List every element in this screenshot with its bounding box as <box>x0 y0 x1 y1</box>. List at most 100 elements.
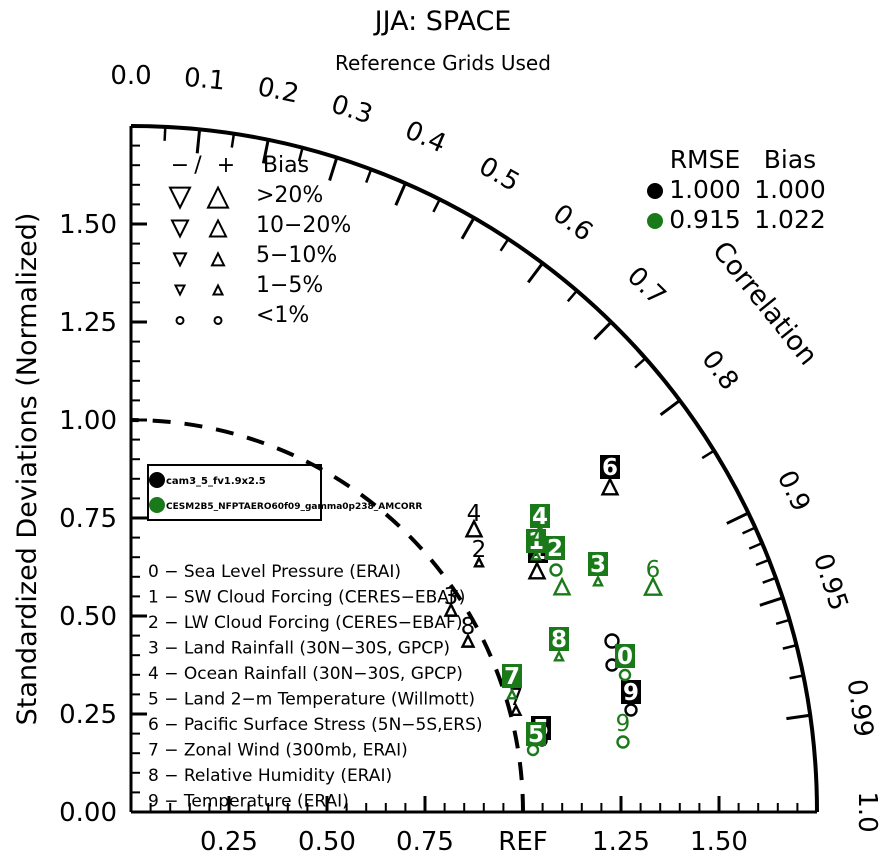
model-legend-box <box>147 464 322 521</box>
correlation-tick <box>261 139 270 164</box>
correlation-tick <box>297 147 304 162</box>
correlation-tick <box>789 674 804 680</box>
correlation-tick <box>230 133 236 148</box>
data-point-triangle-up <box>530 548 542 561</box>
correlation-tick-label: 0.5 <box>474 151 525 198</box>
model-legend-label: CESM2B5_NFPTAERO60f09_gamma0p238_AMCORR <box>166 502 422 512</box>
bias-triangle-down-icon <box>172 252 188 268</box>
variable-legend-item: 6 − Pacific Surface Stress (5N−5S,ERS) <box>148 715 483 735</box>
correlation-tick <box>593 321 613 341</box>
correlation-tick-label: 0.4 <box>400 115 450 159</box>
data-point-badge <box>600 455 620 479</box>
data-point-triangle-up <box>553 649 565 662</box>
correlation-tick <box>762 576 777 584</box>
variable-legend-item: 3 − Land Rainfall (30N−30S, GPCP) <box>148 639 450 659</box>
data-point-triangle-up <box>592 574 604 587</box>
correlation-tick <box>759 596 784 607</box>
data-point-label: 2 <box>472 537 487 563</box>
data-point-label: 7 <box>504 664 520 690</box>
correlation-tick <box>755 558 770 567</box>
correlation-tick <box>634 357 647 369</box>
x-tick-label: 0.50 <box>298 827 356 854</box>
bias-triangle-down-icon <box>170 219 190 239</box>
data-point-triangle-up <box>531 523 549 542</box>
y-axis-title: Standardized Deviations (Normalized) <box>12 213 43 726</box>
y-tick-label: 0.50 <box>59 602 117 632</box>
outer-arc <box>130 124 819 813</box>
y-tick-label: 0.00 <box>59 798 117 828</box>
correlation-tick-label: 0.7 <box>621 261 672 311</box>
data-point-label: 9 <box>616 711 631 737</box>
rmse-legend-dot <box>647 183 663 199</box>
model-legend-dot <box>149 497 165 513</box>
data-point-triangle-up <box>506 687 518 700</box>
correlation-tick <box>748 541 763 550</box>
correlation-tick <box>432 198 441 213</box>
y-tick-label: 1.25 <box>59 308 117 338</box>
data-point-badge <box>526 722 546 746</box>
data-point-label: 3 <box>590 552 606 578</box>
correlation-tick <box>394 182 407 206</box>
correlation-tick <box>499 238 510 252</box>
bias-triangle-down-icon <box>173 284 187 297</box>
data-point-label: 9 <box>623 680 639 706</box>
variable-legend-item: 4 − Ocean Rainfall (30N−30S, GPCP) <box>148 664 463 684</box>
data-point-badge <box>621 680 641 704</box>
correlation-tick-label: 0.6 <box>547 199 598 248</box>
correlation-tick-label: 0.99 <box>841 677 879 739</box>
bias-legend-title: Bias <box>263 153 309 178</box>
bias-triangle-down-icon <box>168 186 192 210</box>
rmse-legend-header: RMSE <box>670 145 741 174</box>
data-point-label: 4 <box>467 501 482 527</box>
data-point-badge <box>545 536 565 560</box>
data-point-triangle-up <box>473 555 485 568</box>
correlation-tick <box>527 262 544 284</box>
bias-triangle-up-icon <box>211 283 225 296</box>
data-point-label: 0 <box>617 644 633 670</box>
y-tick-label: 1.50 <box>59 210 117 240</box>
data-point-triangle-up <box>600 476 620 496</box>
bias-legend-value: 1.000 <box>754 175 826 204</box>
variable-legend-item: 7 − Zonal Wind (300mb, ERAI) <box>148 741 408 761</box>
correlation-tick <box>460 217 476 240</box>
bias-legend-label: >20% <box>256 183 323 208</box>
data-point-label: 5 <box>528 722 544 748</box>
correlation-tick <box>775 618 790 626</box>
x-tick-label: 1.50 <box>690 827 748 854</box>
data-point-circle <box>549 563 563 577</box>
bias-triangle-up-icon <box>210 251 226 267</box>
data-point-triangle-up <box>464 518 484 538</box>
data-point-badge <box>530 504 550 528</box>
data-point-triangle-up <box>460 632 476 648</box>
correlation-tick <box>782 644 797 650</box>
variable-legend-item: 1 − SW Cloud Forcing (CERES−EBAF) <box>148 588 465 608</box>
correlation-tick-label: 0.1 <box>183 63 227 97</box>
data-point-circle <box>526 743 540 757</box>
x-tick-label: 1.25 <box>592 827 650 854</box>
x-tick-label: REF <box>498 827 547 854</box>
bias-legend-label: 10−20% <box>256 213 351 238</box>
bias-legend-plus: + <box>217 153 235 178</box>
data-point-label: 2 <box>547 536 563 562</box>
correlation-tick-label: 0.0 <box>110 61 151 91</box>
y-tick-label: 0.25 <box>59 700 117 730</box>
correlation-tick <box>328 157 339 181</box>
bias-legend-label: 1−5% <box>256 273 323 298</box>
page-subtitle: Reference Grids Used <box>335 51 551 75</box>
data-point-label: 6 <box>602 455 618 481</box>
bias-legend-value: 1.022 <box>754 205 826 234</box>
correlation-tick <box>163 126 167 141</box>
rmse-legend-dot <box>647 213 663 229</box>
bias-legend-label: <1% <box>256 303 309 328</box>
variable-legend-item: 9 − Temperature (ERAI) <box>148 792 349 812</box>
correlation-tick <box>566 289 578 303</box>
data-point-triangle-up <box>527 560 547 580</box>
data-point-badge <box>502 664 522 688</box>
data-point-badge <box>549 627 569 651</box>
bias-triangle-up-icon <box>208 218 228 238</box>
data-point-label: 1 <box>528 529 544 555</box>
bias-legend-label: 5−10% <box>256 243 337 268</box>
data-point-triangle-up <box>509 703 523 716</box>
data-point-badge <box>588 552 608 576</box>
correlation-tick-label: 0.9 <box>771 466 816 516</box>
